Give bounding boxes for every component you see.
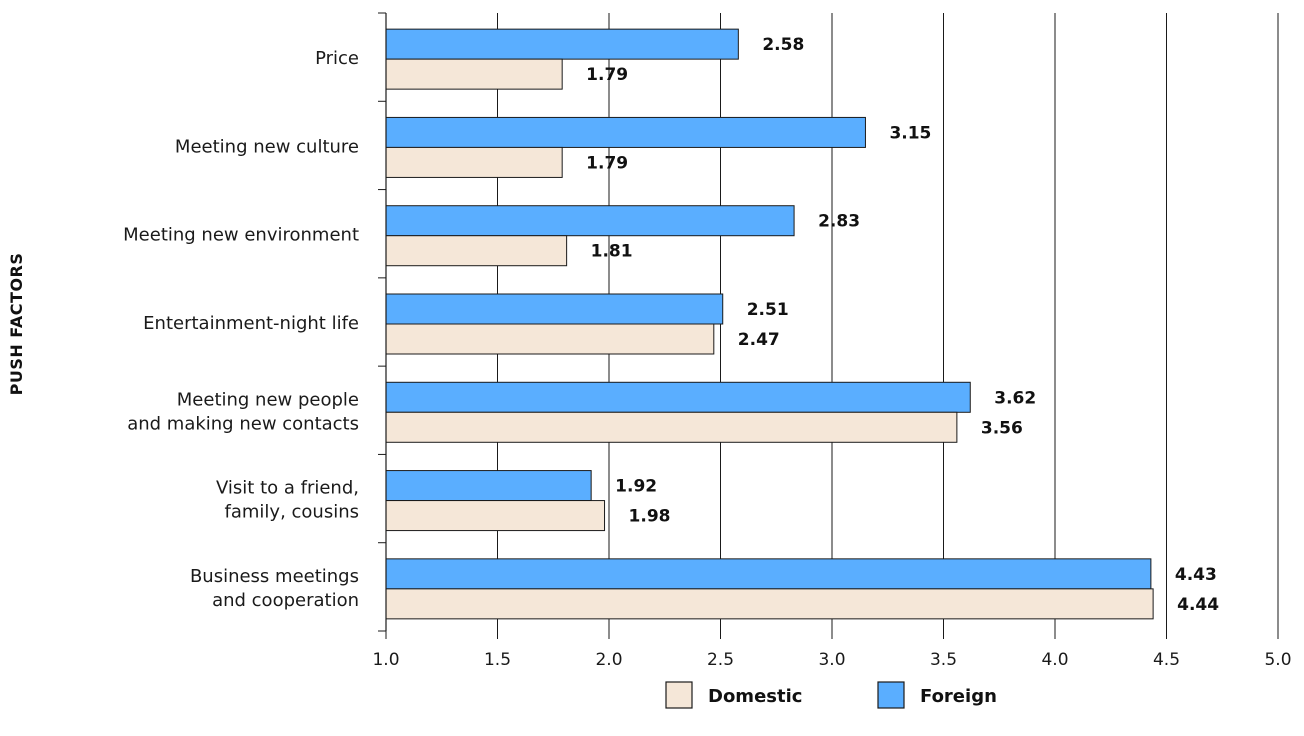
category-label: and cooperation [212, 590, 359, 611]
data-label-foreign: 2.58 [762, 35, 804, 55]
bars [385, 28, 1154, 620]
data-label-domestic: 4.44 [1177, 595, 1219, 615]
bar-domestic-3 [385, 323, 715, 355]
bar-foreign-0 [385, 28, 739, 60]
x-tick-label: 1.5 [484, 650, 511, 670]
category-label: Meeting new culture [175, 136, 359, 157]
bar-domestic-2 [385, 235, 568, 267]
bar-foreign-6 [385, 558, 1152, 590]
data-label-domestic: 3.56 [981, 418, 1023, 438]
axes [378, 12, 1279, 639]
data-label-domestic: 1.79 [586, 65, 628, 85]
data-label-domestic: 1.81 [591, 242, 633, 262]
category-label: family, cousins [225, 502, 359, 523]
bar-foreign-1 [385, 116, 866, 148]
data-label-foreign: 2.51 [747, 300, 789, 320]
data-label-foreign: 3.15 [889, 123, 931, 143]
data-label-domestic: 1.79 [586, 153, 628, 173]
data-label-domestic: 1.98 [629, 507, 671, 527]
legend: Domestic Foreign [665, 681, 997, 709]
bar-domestic-0 [385, 58, 563, 90]
x-tick-label: 4.5 [1153, 650, 1180, 670]
category-label: Business meetings [190, 566, 359, 587]
data-label-foreign: 4.43 [1175, 565, 1217, 585]
data-label-foreign: 3.62 [994, 388, 1036, 408]
legend-label-domestic: Domestic [708, 686, 802, 707]
bar-domestic-1 [385, 146, 563, 178]
category-label: Price [315, 48, 359, 69]
labels: 1.0 1.5 2.0 2.5 3.0 3.5 4.0 4.5 5.0 2.58 1.79 Price… [123, 35, 1291, 670]
legend-swatch-domestic [665, 681, 693, 709]
bar-domestic-5 [385, 500, 606, 532]
x-tick-label: 2.5 [707, 650, 734, 670]
bar-foreign-5 [385, 470, 592, 502]
x-tick-label: 1.0 [372, 650, 399, 670]
category-label: and making new contacts [127, 413, 359, 434]
bar-foreign-2 [385, 205, 795, 237]
y-axis-title: PUSH FACTORS [7, 253, 26, 396]
bar-domestic-4 [385, 411, 958, 443]
data-label-foreign: 2.83 [818, 212, 860, 232]
x-tick-label: 4.0 [1041, 650, 1068, 670]
category-label: Meeting new environment [123, 225, 359, 246]
legend-label-foreign: Foreign [920, 686, 997, 707]
bar-foreign-3 [385, 293, 724, 325]
x-tick-label: 3.0 [818, 650, 845, 670]
category-label: Entertainment-night life [143, 313, 359, 334]
category-label: Meeting new people [177, 389, 359, 410]
legend-swatch-foreign [877, 681, 905, 709]
data-label-foreign: 1.92 [615, 477, 657, 497]
x-tick-label: 3.5 [930, 650, 957, 670]
x-tick-label: 5.0 [1264, 650, 1291, 670]
x-tick-label: 2.0 [595, 650, 622, 670]
category-label: Visit to a friend, [216, 478, 359, 499]
data-label-domestic: 2.47 [738, 330, 780, 350]
bar-foreign-4 [385, 381, 971, 413]
bar-domestic-6 [385, 588, 1154, 620]
